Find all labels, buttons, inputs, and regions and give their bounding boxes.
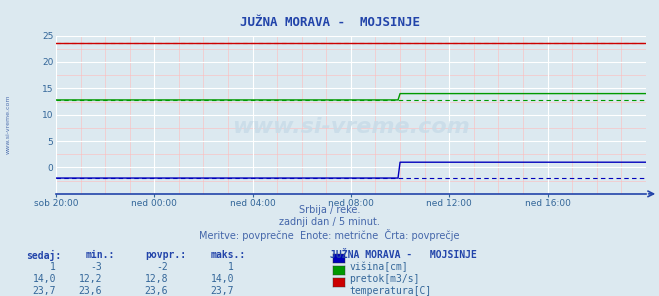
Text: povpr.:: povpr.:	[145, 250, 186, 260]
Text: 23,6: 23,6	[144, 286, 168, 296]
Text: JUŽNA MORAVA -   MOJSINJE: JUŽNA MORAVA - MOJSINJE	[330, 250, 476, 260]
Text: 23,7: 23,7	[210, 286, 234, 296]
Text: 23,6: 23,6	[78, 286, 102, 296]
Text: 23,7: 23,7	[32, 286, 56, 296]
Text: sedaj:: sedaj:	[26, 250, 61, 261]
Text: 12,2: 12,2	[78, 274, 102, 284]
Text: www.si-vreme.com: www.si-vreme.com	[232, 118, 470, 137]
Text: zadnji dan / 5 minut.: zadnji dan / 5 minut.	[279, 217, 380, 227]
Text: min.:: min.:	[86, 250, 115, 260]
Text: www.si-vreme.com: www.si-vreme.com	[5, 94, 11, 154]
Text: Srbija / reke.: Srbija / reke.	[299, 205, 360, 215]
Text: 1: 1	[228, 262, 234, 272]
Text: -3: -3	[90, 262, 102, 272]
Text: 14,0: 14,0	[32, 274, 56, 284]
Text: Meritve: povprečne  Enote: metrične  Črta: povprečje: Meritve: povprečne Enote: metrične Črta:…	[199, 229, 460, 241]
Text: 1: 1	[50, 262, 56, 272]
Text: 12,8: 12,8	[144, 274, 168, 284]
Text: -2: -2	[156, 262, 168, 272]
Text: pretok[m3/s]: pretok[m3/s]	[349, 274, 420, 284]
Text: JUŽNA MORAVA -  MOJSINJE: JUŽNA MORAVA - MOJSINJE	[239, 16, 420, 29]
Text: 14,0: 14,0	[210, 274, 234, 284]
Text: višina[cm]: višina[cm]	[349, 262, 408, 272]
Text: temperatura[C]: temperatura[C]	[349, 286, 432, 296]
Text: maks.:: maks.:	[211, 250, 246, 260]
